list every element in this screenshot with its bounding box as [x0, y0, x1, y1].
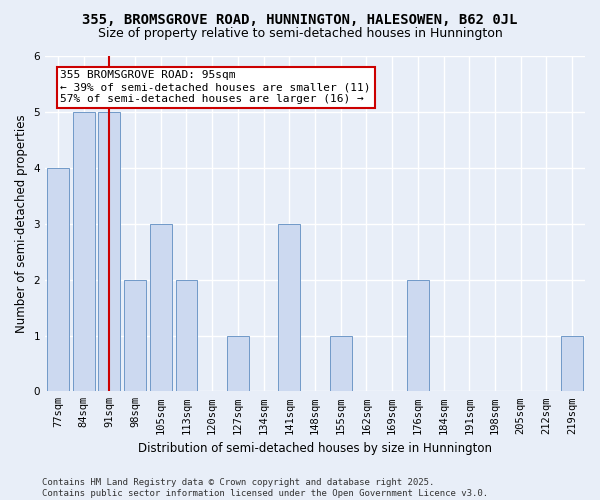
- Text: 355 BROMSGROVE ROAD: 95sqm
← 39% of semi-detached houses are smaller (11)
57% of: 355 BROMSGROVE ROAD: 95sqm ← 39% of semi…: [61, 70, 371, 104]
- Text: 355, BROMSGROVE ROAD, HUNNINGTON, HALESOWEN, B62 0JL: 355, BROMSGROVE ROAD, HUNNINGTON, HALESO…: [82, 12, 518, 26]
- Bar: [227, 336, 249, 392]
- Bar: [47, 168, 69, 392]
- Bar: [98, 112, 120, 392]
- Bar: [176, 280, 197, 392]
- Bar: [124, 280, 146, 392]
- Text: Size of property relative to semi-detached houses in Hunnington: Size of property relative to semi-detach…: [98, 28, 502, 40]
- Bar: [73, 112, 95, 392]
- Bar: [278, 224, 300, 392]
- Text: Contains HM Land Registry data © Crown copyright and database right 2025.
Contai: Contains HM Land Registry data © Crown c…: [42, 478, 488, 498]
- Bar: [150, 224, 172, 392]
- Bar: [561, 336, 583, 392]
- Y-axis label: Number of semi-detached properties: Number of semi-detached properties: [15, 114, 28, 333]
- X-axis label: Distribution of semi-detached houses by size in Hunnington: Distribution of semi-detached houses by …: [138, 442, 492, 455]
- Bar: [407, 280, 429, 392]
- Bar: [330, 336, 352, 392]
